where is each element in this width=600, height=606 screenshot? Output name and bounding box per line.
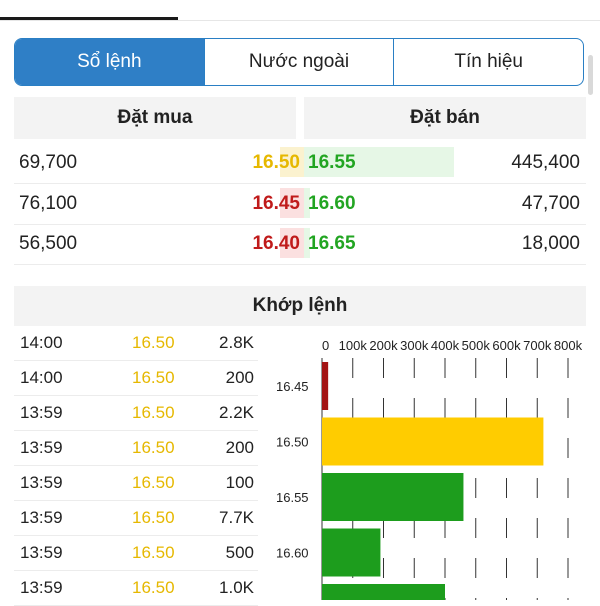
scrollbar[interactable]	[588, 55, 593, 95]
tab-tin-hieu[interactable]: Tín hiệu	[393, 39, 583, 85]
buy-fill	[280, 147, 304, 177]
bar-16-55[interactable]	[322, 473, 464, 521]
sell-volume: 47,700	[521, 193, 580, 214]
sell-price: 16.65	[308, 233, 356, 254]
sell-header: Đặt bán	[304, 97, 586, 139]
trade-row: 13:59 16.50 2.2K	[14, 396, 258, 431]
matches-title: Khớp lệnh	[14, 286, 586, 326]
trade-time: 13:59	[20, 403, 63, 422]
trade-row: 13:59 16.50 200	[14, 431, 258, 466]
buy-price: 16.50	[252, 152, 300, 173]
y-category-label: 16.55	[276, 490, 309, 505]
trade-time: 14:00	[20, 333, 63, 352]
trade-time: 13:59	[20, 508, 63, 527]
trade-price: 16.50	[132, 578, 175, 597]
sell-price: 16.60	[308, 193, 356, 214]
buy-price: 16.45	[252, 193, 300, 214]
sell-fill	[304, 228, 310, 258]
bar-16-50[interactable]	[322, 417, 544, 466]
trade-row: 13:59 16.50 500	[14, 536, 258, 571]
trade-row: 13:59 16.50 1.0K	[14, 571, 258, 606]
trade-volume: 500	[225, 543, 254, 562]
buy-fill	[280, 188, 304, 218]
x-tick-label: 400k	[431, 338, 460, 353]
trade-price: 16.50	[132, 508, 175, 527]
trades-list: 14:00 16.50 2.8K 14:00 16.50 200 13:59 1…	[14, 326, 258, 606]
tab-so-lenh[interactable]: Sổ lệnh	[15, 39, 204, 85]
sell-fill	[304, 188, 310, 218]
trade-price: 16.50	[132, 543, 175, 562]
trade-price: 16.50	[132, 473, 175, 492]
trade-volume: 100	[225, 473, 254, 492]
order-book-row: 56,500 16.40 16.65 18,000	[14, 224, 586, 265]
trade-row: 13:59 16.50 100	[14, 466, 258, 501]
bar-16-60[interactable]	[322, 528, 381, 577]
trade-time: 13:59	[20, 543, 63, 562]
buy-header: Đặt mua	[14, 97, 296, 139]
trade-price: 16.50	[132, 368, 175, 387]
y-category-label: 16.60	[276, 546, 309, 561]
trade-row: 14:00 16.50 200	[14, 361, 258, 396]
bar-16-65[interactable]	[322, 584, 445, 600]
x-tick-label: 100k	[339, 338, 368, 353]
trade-row: 14:00 16.50 2.8K	[14, 326, 258, 361]
buy-price: 16.40	[252, 233, 300, 254]
trade-volume: 7.7K	[219, 508, 254, 527]
buy-volume: 56,500	[19, 233, 78, 254]
x-tick-label: 200k	[369, 338, 398, 353]
trade-price: 16.50	[132, 333, 175, 352]
top-indicator-line	[0, 17, 178, 20]
segmented-tabs: Sổ lệnh Nước ngoài Tín hiệu	[14, 38, 584, 86]
trade-volume: 200	[225, 368, 254, 387]
x-tick-label: 800k	[554, 338, 583, 353]
order-book-row: 76,100 16.45 16.60 47,700	[14, 184, 586, 225]
sell-volume: 445,400	[511, 152, 580, 173]
x-tick-label: 0	[322, 338, 329, 353]
bar-16-45[interactable]	[322, 362, 329, 410]
order-book-row: 69,700 16.50 16.55 445,400	[14, 143, 586, 184]
sell-price: 16.55	[308, 152, 356, 173]
x-tick-label: 600k	[492, 338, 521, 353]
x-tick-label: 500k	[462, 338, 491, 353]
trade-time: 13:59	[20, 438, 63, 457]
trade-time: 13:59	[20, 473, 63, 492]
buy-volume: 69,700	[19, 152, 78, 173]
trade-volume: 1.0K	[219, 578, 254, 597]
x-tick-label: 300k	[400, 338, 429, 353]
volume-by-price-chart: 0 100k 200k 300k 400k 500k 600k 700k 800k 16.45 16…	[276, 338, 583, 600]
sell-volume: 18,000	[521, 233, 580, 254]
sell-fill	[304, 147, 454, 177]
trade-volume: 2.8K	[219, 333, 254, 352]
trade-time: 13:59	[20, 578, 63, 597]
trade-price: 16.50	[132, 403, 175, 422]
trade-volume: 2.2K	[219, 403, 254, 422]
y-category-label: 16.45	[276, 379, 309, 394]
buy-fill	[280, 228, 304, 258]
tab-nuoc-ngoai[interactable]: Nước ngoài	[203, 39, 394, 85]
trade-row: 13:59 16.50 7.7K	[14, 501, 258, 536]
trade-price: 16.50	[132, 438, 175, 457]
x-tick-label: 700k	[523, 338, 552, 353]
trade-volume: 200	[225, 438, 254, 457]
top-divider	[0, 20, 600, 21]
y-category-label: 16.50	[276, 435, 309, 450]
buy-volume: 76,100	[19, 193, 78, 214]
trade-time: 14:00	[20, 368, 63, 387]
